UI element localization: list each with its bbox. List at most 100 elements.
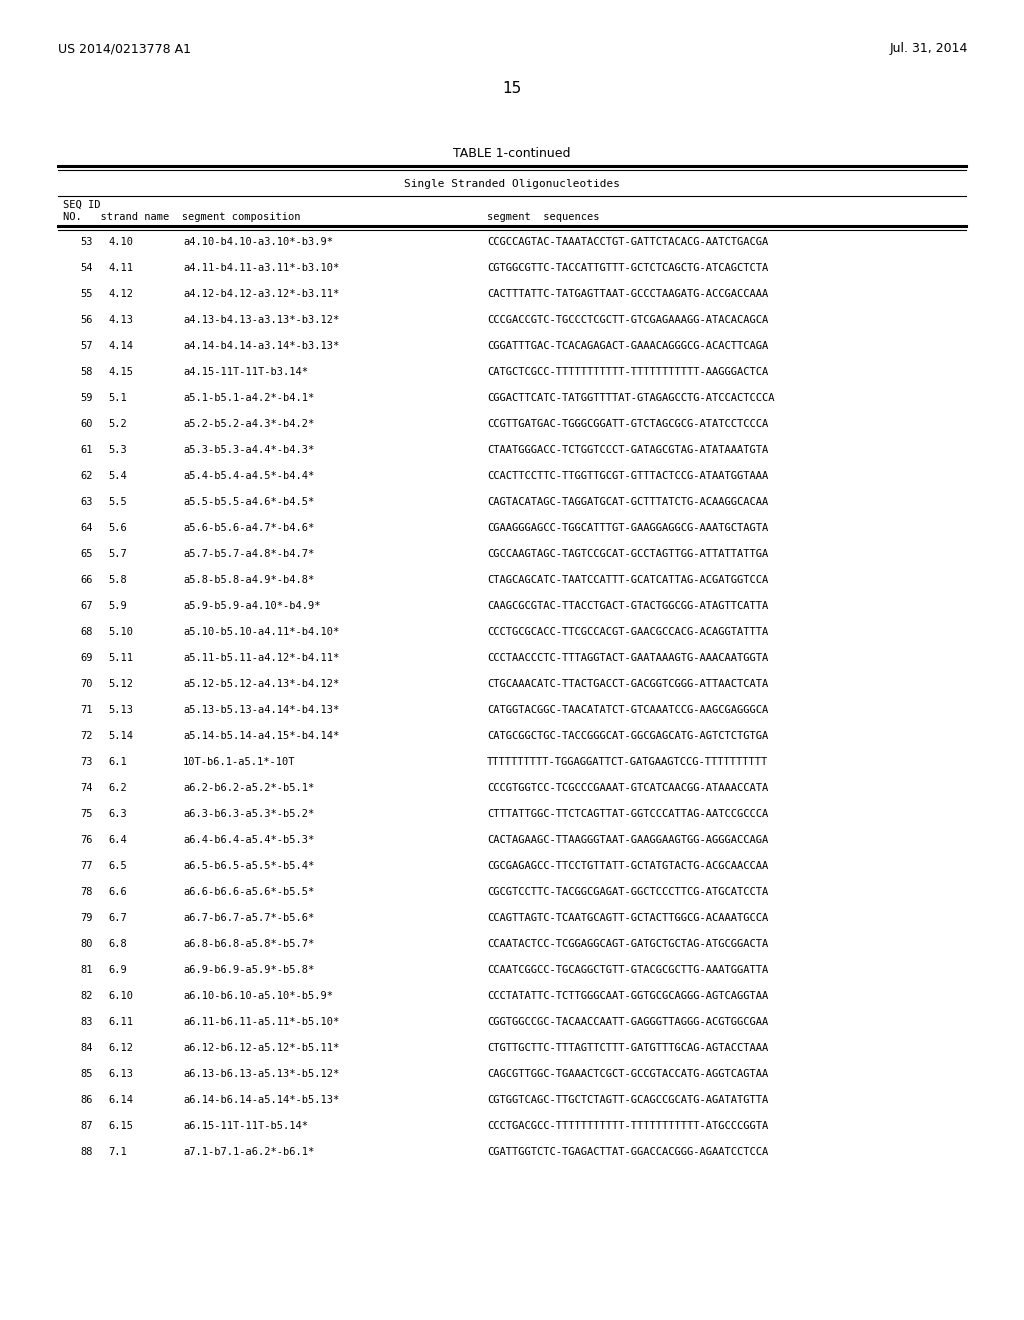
Text: CTTTATTGGC-TTCTCAGTTAT-GGTCCCATTAG-AATCCGCCCA: CTTTATTGGC-TTCTCAGTTAT-GGTCCCATTAG-AATCC… xyxy=(487,809,768,818)
Text: SEQ ID: SEQ ID xyxy=(63,201,100,210)
Text: CCCTATATTC-TCTTGGGCAAT-GGTGCGCAGGG-AGTCAGGTAA: CCCTATATTC-TCTTGGGCAAT-GGTGCGCAGGG-AGTCA… xyxy=(487,991,768,1001)
Text: a5.3-b5.3-a4.4*-b4.3*: a5.3-b5.3-a4.4*-b4.3* xyxy=(183,445,314,455)
Text: CCCTGACGCC-TTTTTTTTTTT-TTTTTTTTTTT-ATGCCCGGTA: CCCTGACGCC-TTTTTTTTTTT-TTTTTTTTTTT-ATGCC… xyxy=(487,1121,768,1131)
Text: 64: 64 xyxy=(81,523,93,533)
Text: a5.8-b5.8-a4.9*-b4.8*: a5.8-b5.8-a4.9*-b4.8* xyxy=(183,576,314,585)
Text: CGATTGGTCTC-TGAGACTTAT-GGACCACGGG-AGAATCCTCCA: CGATTGGTCTC-TGAGACTTAT-GGACCACGGG-AGAATC… xyxy=(487,1147,768,1158)
Text: CCACTTCCTTC-TTGGTTGCGT-GTTTACTCCG-ATAATGGTAAA: CCACTTCCTTC-TTGGTTGCGT-GTTTACTCCG-ATAATG… xyxy=(487,471,768,480)
Text: CTGCAAACATC-TTACTGACCT-GACGGTCGGG-ATTAACTCATA: CTGCAAACATC-TTACTGACCT-GACGGTCGGG-ATTAAC… xyxy=(487,678,768,689)
Text: CCAATCGGCC-TGCAGGCTGTT-GTACGCGCTTG-AAATGGATTA: CCAATCGGCC-TGCAGGCTGTT-GTACGCGCTTG-AAATG… xyxy=(487,965,768,975)
Text: 61: 61 xyxy=(81,445,93,455)
Text: segment  sequences: segment sequences xyxy=(487,213,599,222)
Text: 87: 87 xyxy=(81,1121,93,1131)
Text: 5.8: 5.8 xyxy=(108,576,127,585)
Text: 80: 80 xyxy=(81,939,93,949)
Text: TABLE 1-continued: TABLE 1-continued xyxy=(454,147,570,160)
Text: 6.4: 6.4 xyxy=(108,836,127,845)
Text: 77: 77 xyxy=(81,861,93,871)
Text: a4.10-b4.10-a3.10*-b3.9*: a4.10-b4.10-a3.10*-b3.9* xyxy=(183,238,333,247)
Text: 7.1: 7.1 xyxy=(108,1147,127,1158)
Text: a6.8-b6.8-a5.8*-b5.7*: a6.8-b6.8-a5.8*-b5.7* xyxy=(183,939,314,949)
Text: 68: 68 xyxy=(81,627,93,638)
Text: CCGTTGATGAC-TGGGCGGATT-GTCTAGCGCG-ATATCCTCCCA: CCGTTGATGAC-TGGGCGGATT-GTCTAGCGCG-ATATCC… xyxy=(487,418,768,429)
Text: 5.11: 5.11 xyxy=(108,653,133,663)
Text: a4.11-b4.11-a3.11*-b3.10*: a4.11-b4.11-a3.11*-b3.10* xyxy=(183,263,339,273)
Text: 79: 79 xyxy=(81,913,93,923)
Text: 4.14: 4.14 xyxy=(108,341,133,351)
Text: CATGCTCGCC-TTTTTTTTTTT-TTTTTTTTTTT-AAGGGACTCA: CATGCTCGCC-TTTTTTTTTTT-TTTTTTTTTTT-AAGGG… xyxy=(487,367,768,378)
Text: a6.3-b6.3-a5.3*-b5.2*: a6.3-b6.3-a5.3*-b5.2* xyxy=(183,809,314,818)
Text: CGCCAAGTAGC-TAGTCCGCAT-GCCTAGTTGG-ATTATTATTGA: CGCCAAGTAGC-TAGTCCGCAT-GCCTAGTTGG-ATTATT… xyxy=(487,549,768,558)
Text: a5.9-b5.9-a4.10*-b4.9*: a5.9-b5.9-a4.10*-b4.9* xyxy=(183,601,321,611)
Text: a6.5-b6.5-a5.5*-b5.4*: a6.5-b6.5-a5.5*-b5.4* xyxy=(183,861,314,871)
Text: 86: 86 xyxy=(81,1096,93,1105)
Text: a6.10-b6.10-a5.10*-b5.9*: a6.10-b6.10-a5.10*-b5.9* xyxy=(183,991,333,1001)
Text: 10T-b6.1-a5.1*-10T: 10T-b6.1-a5.1*-10T xyxy=(183,756,296,767)
Text: a5.13-b5.13-a4.14*-b4.13*: a5.13-b5.13-a4.14*-b4.13* xyxy=(183,705,339,715)
Text: 5.12: 5.12 xyxy=(108,678,133,689)
Text: 6.2: 6.2 xyxy=(108,783,127,793)
Text: 74: 74 xyxy=(81,783,93,793)
Text: a4.12-b4.12-a3.12*-b3.11*: a4.12-b4.12-a3.12*-b3.11* xyxy=(183,289,339,300)
Text: 4.13: 4.13 xyxy=(108,315,133,325)
Text: a6.13-b6.13-a5.13*-b5.12*: a6.13-b6.13-a5.13*-b5.12* xyxy=(183,1069,339,1078)
Text: CAGCGTTGGC-TGAAACTCGCT-GCCGTACCATG-AGGTCAGTAA: CAGCGTTGGC-TGAAACTCGCT-GCCGTACCATG-AGGTC… xyxy=(487,1069,768,1078)
Text: 6.7: 6.7 xyxy=(108,913,127,923)
Text: 5.9: 5.9 xyxy=(108,601,127,611)
Text: 6.3: 6.3 xyxy=(108,809,127,818)
Text: CGGATTTGAC-TCACAGAGACT-GAAACAGGGCG-ACACTTCAGA: CGGATTTGAC-TCACAGAGACT-GAAACAGGGCG-ACACT… xyxy=(487,341,768,351)
Text: CCCGACCGTC-TGCCCTCGCTT-GTCGAGAAAGG-ATACACAGCA: CCCGACCGTC-TGCCCTCGCTT-GTCGAGAAAGG-ATACA… xyxy=(487,315,768,325)
Text: 6.13: 6.13 xyxy=(108,1069,133,1078)
Text: CCAGTTAGTC-TCAATGCAGTT-GCTACTTGGCG-ACAAATGCCA: CCAGTTAGTC-TCAATGCAGTT-GCTACTTGGCG-ACAAA… xyxy=(487,913,768,923)
Text: 70: 70 xyxy=(81,678,93,689)
Text: a5.2-b5.2-a4.3*-b4.2*: a5.2-b5.2-a4.3*-b4.2* xyxy=(183,418,314,429)
Text: a6.4-b6.4-a5.4*-b5.3*: a6.4-b6.4-a5.4*-b5.3* xyxy=(183,836,314,845)
Text: 82: 82 xyxy=(81,991,93,1001)
Text: 85: 85 xyxy=(81,1069,93,1078)
Text: TTTTTTTTTT-TGGAGGATTCT-GATGAAGTCCG-TTTTTTTTTT: TTTTTTTTTT-TGGAGGATTCT-GATGAAGTCCG-TTTTT… xyxy=(487,756,768,767)
Text: 65: 65 xyxy=(81,549,93,558)
Text: 6.14: 6.14 xyxy=(108,1096,133,1105)
Text: a4.14-b4.14-a3.14*-b3.13*: a4.14-b4.14-a3.14*-b3.13* xyxy=(183,341,339,351)
Text: CGGTGGCCGC-TACAACCAATT-GAGGGTTAGGG-ACGTGGCGAA: CGGTGGCCGC-TACAACCAATT-GAGGGTTAGGG-ACGTG… xyxy=(487,1016,768,1027)
Text: 6.8: 6.8 xyxy=(108,939,127,949)
Text: CAAGCGCGTAC-TTACCTGACT-GTACTGGCGG-ATAGTTCATTA: CAAGCGCGTAC-TTACCTGACT-GTACTGGCGG-ATAGTT… xyxy=(487,601,768,611)
Text: CGCGAGAGCC-TTCCTGTТATT-GCTATGTACTG-ACGCAACCAA: CGCGAGAGCC-TTCCTGTТATT-GCTATGTACTG-ACGCA… xyxy=(487,861,768,871)
Text: Single Stranded Oligonucleotides: Single Stranded Oligonucleotides xyxy=(404,180,620,189)
Text: a5.12-b5.12-a4.13*-b4.12*: a5.12-b5.12-a4.13*-b4.12* xyxy=(183,678,339,689)
Text: 5.10: 5.10 xyxy=(108,627,133,638)
Text: 53: 53 xyxy=(81,238,93,247)
Text: a6.2-b6.2-a5.2*-b5.1*: a6.2-b6.2-a5.2*-b5.1* xyxy=(183,783,314,793)
Text: a6.14-b6.14-a5.14*-b5.13*: a6.14-b6.14-a5.14*-b5.13* xyxy=(183,1096,339,1105)
Text: 81: 81 xyxy=(81,965,93,975)
Text: a5.7-b5.7-a4.8*-b4.7*: a5.7-b5.7-a4.8*-b4.7* xyxy=(183,549,314,558)
Text: 58: 58 xyxy=(81,367,93,378)
Text: NO.   strand name  segment composition: NO. strand name segment composition xyxy=(63,213,300,222)
Text: a6.6-b6.6-a5.6*-b5.5*: a6.6-b6.6-a5.6*-b5.5* xyxy=(183,887,314,898)
Text: CGTGGCGTTC-TACCATTGTTT-GCTCTCAGCTG-ATCAGCTCTA: CGTGGCGTTC-TACCATTGTTT-GCTCTCAGCTG-ATCAG… xyxy=(487,263,768,273)
Text: a7.1-b7.1-a6.2*-b6.1*: a7.1-b7.1-a6.2*-b6.1* xyxy=(183,1147,314,1158)
Text: 4.11: 4.11 xyxy=(108,263,133,273)
Text: 54: 54 xyxy=(81,263,93,273)
Text: 6.12: 6.12 xyxy=(108,1043,133,1053)
Text: Jul. 31, 2014: Jul. 31, 2014 xyxy=(890,42,968,55)
Text: CTAGCAGCATC-TAATCCATTT-GCATCATTAG-ACGATGGTCCA: CTAGCAGCATC-TAATCCATTT-GCATCATTAG-ACGATG… xyxy=(487,576,768,585)
Text: 66: 66 xyxy=(81,576,93,585)
Text: 6.9: 6.9 xyxy=(108,965,127,975)
Text: a4.13-b4.13-a3.13*-b3.12*: a4.13-b4.13-a3.13*-b3.12* xyxy=(183,315,339,325)
Text: CGGACTTCATC-TATGGTTTTAT-GTAGAGCCTG-ATCCACTCCCA: CGGACTTCATC-TATGGTTTTAT-GTAGAGCCTG-ATCCA… xyxy=(487,393,774,403)
Text: 5.4: 5.4 xyxy=(108,471,127,480)
Text: a5.11-b5.11-a4.12*-b4.11*: a5.11-b5.11-a4.12*-b4.11* xyxy=(183,653,339,663)
Text: 55: 55 xyxy=(81,289,93,300)
Text: 5.13: 5.13 xyxy=(108,705,133,715)
Text: a5.5-b5.5-a4.6*-b4.5*: a5.5-b5.5-a4.6*-b4.5* xyxy=(183,498,314,507)
Text: 5.5: 5.5 xyxy=(108,498,127,507)
Text: a6.15-11T-11T-b5.14*: a6.15-11T-11T-b5.14* xyxy=(183,1121,308,1131)
Text: 6.15: 6.15 xyxy=(108,1121,133,1131)
Text: 6.5: 6.5 xyxy=(108,861,127,871)
Text: CTAATGGGACC-TCTGGTCCCT-GATAGCGTAG-ATATAAATGTA: CTAATGGGACC-TCTGGTCCCT-GATAGCGTAG-ATATAA… xyxy=(487,445,768,455)
Text: 5.14: 5.14 xyxy=(108,731,133,741)
Text: 69: 69 xyxy=(81,653,93,663)
Text: CAGTACATAGC-TAGGATGCAT-GCTTTАТCTG-ACAAGGCACAA: CAGTACATAGC-TAGGATGCAT-GCTTTАТCTG-ACAAGG… xyxy=(487,498,768,507)
Text: CGAAGGGAGCC-TGGCATTTGT-GAAGGAGGCG-AAATGCTAGTA: CGAAGGGAGCC-TGGCATTTGT-GAAGGAGGCG-AAATGC… xyxy=(487,523,768,533)
